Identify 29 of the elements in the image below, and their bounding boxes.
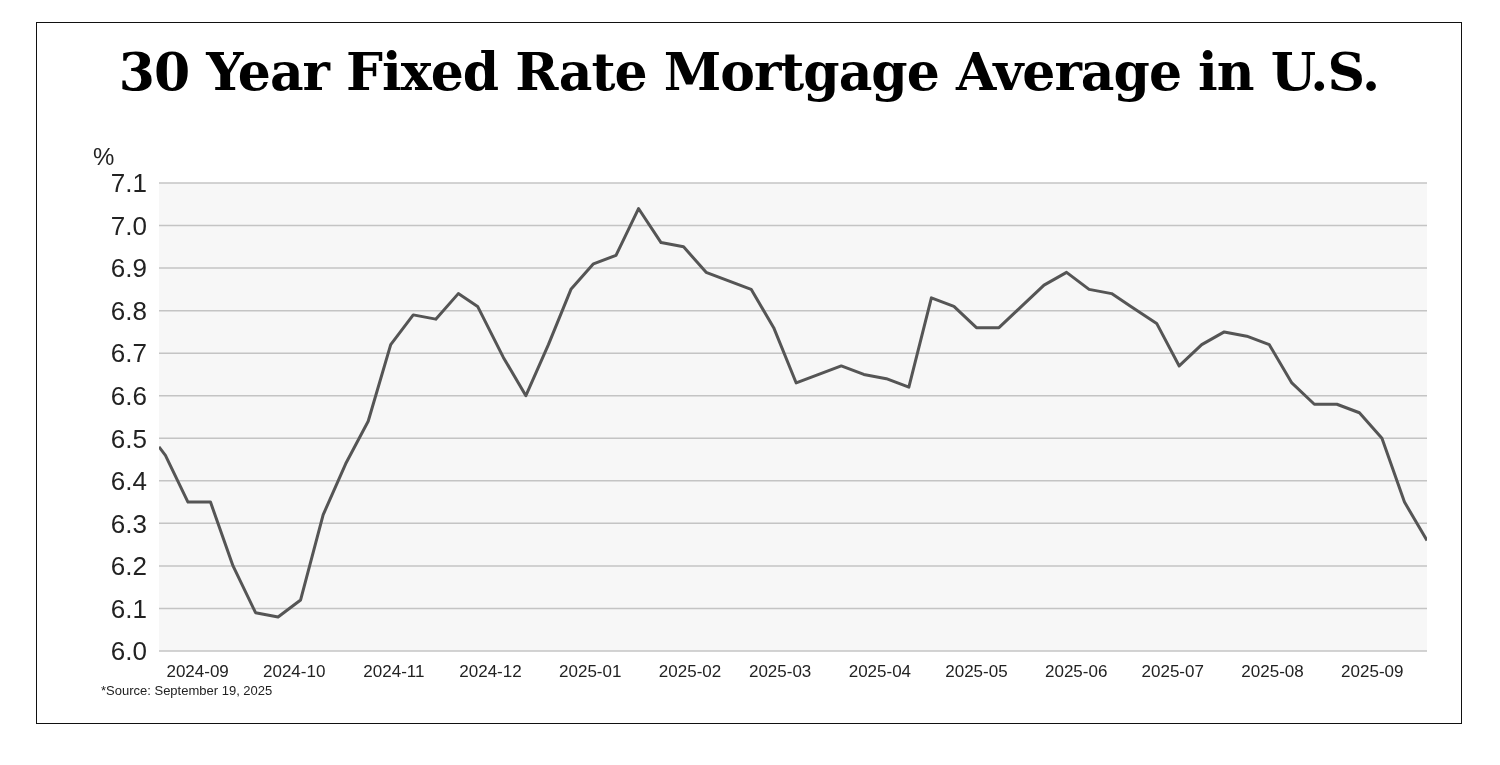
y-tick-label: 6.2 xyxy=(110,551,147,582)
y-tick-label: 6.5 xyxy=(110,423,147,454)
y-tick-label: 6.8 xyxy=(110,295,147,326)
y-tick-label: 6.3 xyxy=(110,508,147,539)
y-tick-label: 6.1 xyxy=(110,593,147,624)
y-tick-label: 6.7 xyxy=(110,338,147,369)
x-tick-label: 2025-08 xyxy=(1241,662,1304,682)
x-tick-label: 2025-07 xyxy=(1141,662,1204,682)
y-tick-label: 7.1 xyxy=(110,168,147,199)
x-tick-label: 2025-04 xyxy=(848,662,912,682)
y-tick-label: 6.0 xyxy=(110,636,147,667)
x-tick-label: 2025-03 xyxy=(748,662,812,682)
x-tick-label: 2025-06 xyxy=(1045,662,1108,682)
x-tick-label: 2024-09 xyxy=(166,662,229,682)
y-tick-label: 6.9 xyxy=(110,253,147,284)
y-tick-label: 6.4 xyxy=(110,466,147,497)
text: *Source: September 19, 2025 xyxy=(101,683,273,698)
x-tick-label: 2025-01 xyxy=(559,662,622,682)
x-tick-label: 2024-10 xyxy=(262,662,326,682)
y-tick-label: 6.6 xyxy=(110,380,147,411)
x-tick-label: 2025-09 xyxy=(1341,662,1404,682)
x-tick-label: 2025-02 xyxy=(658,662,722,682)
y-tick-label: 7.0 xyxy=(110,210,147,241)
y-axis-title: % xyxy=(93,143,115,171)
line-series xyxy=(159,207,1427,619)
chart-title: 30 Year Fixed Rate Mortgage Average in U.S. xyxy=(117,41,1381,102)
x-tick-label: 2024-11 xyxy=(363,662,425,682)
x-tick-label: 2025-05 xyxy=(945,662,1008,682)
x-tick-label: 2024-12 xyxy=(459,662,522,682)
